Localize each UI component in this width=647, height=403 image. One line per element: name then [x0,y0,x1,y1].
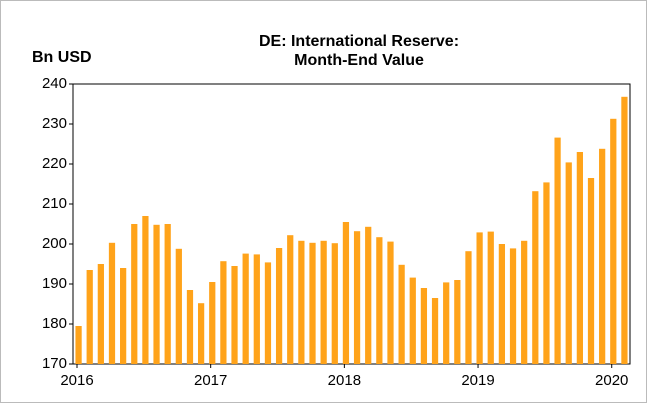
bar [275,248,283,364]
bar [443,282,450,364]
bar [454,280,461,364]
x-tick-label: 2017 [194,372,227,389]
bar [621,96,628,365]
bar [353,231,361,364]
bar [264,262,272,364]
bar [431,298,439,364]
bar [420,288,428,364]
bar [120,268,127,364]
bar [242,253,249,364]
bar [565,162,572,364]
bar [376,237,383,364]
chart-subtitle: Month-End Value [294,52,424,69]
y-tick-label: 170 [42,355,67,372]
x-tick-label: 2019 [461,372,494,389]
bar [309,242,316,364]
bar [153,224,160,364]
bar [365,226,372,364]
y-tick-label: 220 [42,155,67,172]
y-axis-label: Bn USD [32,49,92,66]
bar [298,240,305,364]
bar [231,266,238,364]
bar [320,240,327,364]
bar [554,137,561,364]
bar [398,264,405,364]
y-tick-label: 230 [42,115,67,132]
bar [509,248,517,364]
bar [543,182,550,364]
bar [142,216,149,364]
bar [197,303,205,364]
bar [209,282,216,364]
chart-title: DE: International Reserve: [259,33,459,50]
bar [331,243,338,364]
bar [599,148,606,364]
bar [253,254,260,364]
bar [75,326,82,364]
bar [576,152,583,364]
bar [108,242,116,364]
bar [498,244,506,364]
plot-frame [72,83,631,365]
bar [287,235,294,364]
bar [97,264,104,364]
y-tick-label: 210 [42,195,67,212]
bar [342,222,350,364]
y-tick-label: 180 [42,315,67,332]
bar [186,290,194,364]
y-tick-label: 190 [42,275,67,292]
bar [487,231,494,364]
x-tick-label: 2018 [328,372,361,389]
x-tick-label: 2016 [60,372,93,389]
bar [387,241,394,364]
bar [175,248,182,364]
bar [86,270,93,364]
bar [131,224,138,364]
bar [409,277,416,364]
bar [587,178,595,364]
bar [476,232,483,364]
bar [164,224,171,364]
bar [465,251,472,364]
bar [521,240,528,364]
y-tick-label: 240 [42,75,67,92]
x-tick-label: 2020 [595,372,628,389]
bar [610,118,617,364]
bar [220,261,227,364]
bar [532,191,539,364]
y-tick-label: 200 [42,235,67,252]
